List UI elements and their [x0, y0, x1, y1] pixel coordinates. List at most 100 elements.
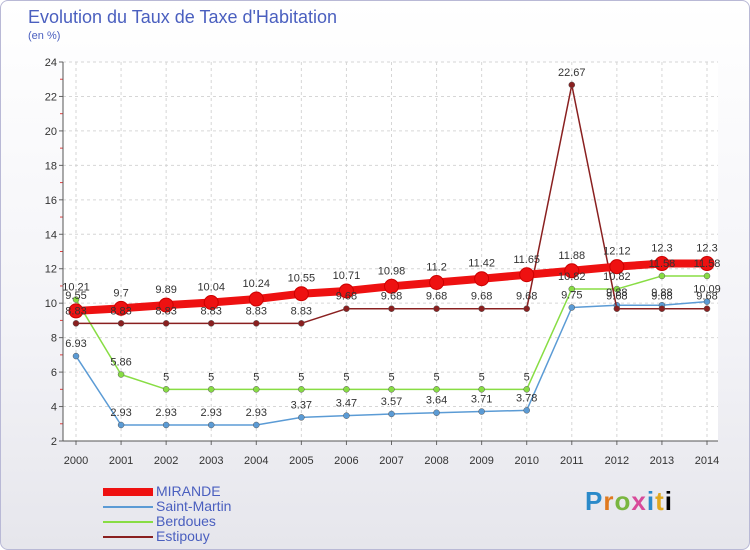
data-point-estipouy	[568, 81, 576, 89]
legend-label-berdoues: Berdoues	[156, 513, 216, 529]
data-point-berdoues	[568, 285, 576, 293]
data-point-berdoues	[433, 386, 440, 393]
data-point-saint-martin	[253, 421, 260, 429]
data-label-saint-martin: 3.57	[381, 396, 402, 408]
x-tick-label: 2001	[109, 455, 133, 467]
data-label-saint-martin: 9.75	[561, 289, 582, 301]
y-tick-label: 10	[45, 298, 57, 310]
data-point-estipouy	[703, 305, 711, 312]
data-point-saint-martin	[478, 408, 485, 415]
x-tick-label: 2012	[605, 455, 629, 467]
grid-layer	[63, 61, 718, 442]
data-label-saint-martin: 3.37	[291, 399, 312, 411]
data-label-berdoues: 5	[208, 371, 214, 383]
data-point-mirande	[248, 291, 264, 307]
data-label-berdoues: 5	[479, 371, 485, 383]
data-label-saint-martin: 2.93	[201, 407, 222, 419]
legend-swatch-estipouy	[103, 535, 153, 538]
data-point-berdoues	[658, 272, 666, 280]
x-tick-label: 2010	[514, 455, 538, 467]
data-point-mirande	[113, 300, 129, 316]
data-label-saint-martin: 3.64	[426, 395, 447, 407]
data-label-saint-martin: 3.71	[471, 394, 492, 406]
data-label-mirande: 12.3	[696, 243, 717, 255]
data-point-berdoues	[298, 386, 305, 393]
data-label-estipouy: 9.68	[516, 291, 537, 303]
data-label-mirande: 10.71	[333, 270, 361, 282]
data-label-berdoues: 5	[343, 371, 349, 383]
legend-item-estipouy: Estipouy	[103, 529, 231, 544]
data-label-mirande: 9.89	[155, 284, 176, 296]
data-point-berdoues	[478, 386, 485, 393]
data-label-estipouy: 9.68	[606, 291, 627, 303]
data-point-berdoues	[72, 296, 80, 303]
data-point-mirande	[68, 303, 84, 319]
plot-area	[63, 62, 718, 441]
data-point-mirande	[699, 256, 715, 272]
data-point-berdoues	[703, 272, 711, 280]
data-point-estipouy	[658, 305, 666, 312]
data-label-mirande: 11.65	[513, 254, 540, 266]
data-point-estipouy	[117, 320, 125, 327]
data-point-saint-martin	[703, 298, 711, 305]
data-label-estipouy: 8.83	[291, 305, 312, 317]
data-point-mirande	[384, 278, 399, 294]
data-label-estipouy: 9.68	[336, 291, 357, 303]
data-label-estipouy: 9.68	[381, 291, 402, 303]
data-point-saint-martin	[433, 409, 440, 416]
legend-label-saint-martin: Saint-Martin	[156, 498, 232, 514]
data-point-estipouy	[343, 305, 350, 312]
legend-label-mirande: MIRANDE	[156, 483, 221, 499]
logo-letter: o	[614, 486, 632, 516]
data-point-saint-martin	[162, 421, 170, 429]
data-point-estipouy	[478, 305, 485, 312]
data-label-estipouy: 8.83	[201, 305, 222, 317]
data-label-mirande: 11.88	[558, 250, 585, 262]
data-label-mirande: 9.7	[113, 287, 128, 299]
y-tick-label: 8	[51, 333, 57, 345]
data-label-saint-martin: 9.88	[651, 287, 672, 299]
y-tick-label: 2	[51, 436, 57, 448]
legend-item-berdoues: Berdoues	[103, 514, 231, 529]
data-label-saint-martin: 3.78	[516, 392, 537, 404]
chart-title: Evolution du Taux de Taxe d'Habitation	[28, 7, 337, 27]
data-label-saint-martin: 2.93	[246, 407, 267, 419]
data-label-berdoues: 5.86	[110, 357, 131, 369]
data-point-mirande	[519, 267, 535, 283]
data-point-berdoues	[388, 386, 395, 393]
logo-letter: i	[664, 486, 673, 516]
y-tick-label: 20	[45, 126, 57, 138]
series-layer	[68, 81, 715, 429]
data-label-saint-martin: 9.88	[606, 287, 627, 299]
data-label-mirande: 10.24	[243, 278, 271, 290]
x-tick-label: 2000	[64, 455, 88, 467]
x-tick-label: 2011	[560, 455, 584, 467]
logo-letter: r	[603, 486, 615, 516]
data-point-berdoues	[253, 386, 260, 393]
data-point-saint-martin	[388, 410, 395, 418]
data-label-mirande: 11.42	[468, 258, 495, 270]
data-point-estipouy	[72, 320, 80, 327]
data-point-saint-martin	[568, 304, 576, 311]
data-label-estipouy: 9.68	[696, 291, 717, 303]
y-tick-label: 16	[45, 195, 57, 207]
logo-letter: x	[631, 486, 647, 516]
data-point-mirande	[338, 283, 354, 299]
data-point-estipouy	[388, 305, 395, 312]
data-label-mirande: 10.55	[288, 273, 316, 285]
data-label-estipouy: 8.83	[246, 305, 267, 317]
x-tick-label: 2003	[199, 455, 223, 467]
legend-swatch-saint-martin	[103, 505, 153, 508]
x-tick-label: 2005	[289, 455, 313, 467]
data-label-estipouy: 8.83	[155, 305, 176, 317]
data-label-estipouy: 8.83	[110, 305, 131, 317]
data-label-berdoues: 5	[388, 371, 394, 383]
data-point-estipouy	[162, 320, 170, 327]
data-point-saint-martin	[72, 352, 80, 360]
data-label-berdoues: 10.82	[558, 271, 586, 283]
data-label-berdoues: 11.58	[649, 258, 676, 270]
data-label-mirande: 12.12	[603, 246, 631, 258]
data-label-berdoues: 5	[163, 371, 169, 383]
